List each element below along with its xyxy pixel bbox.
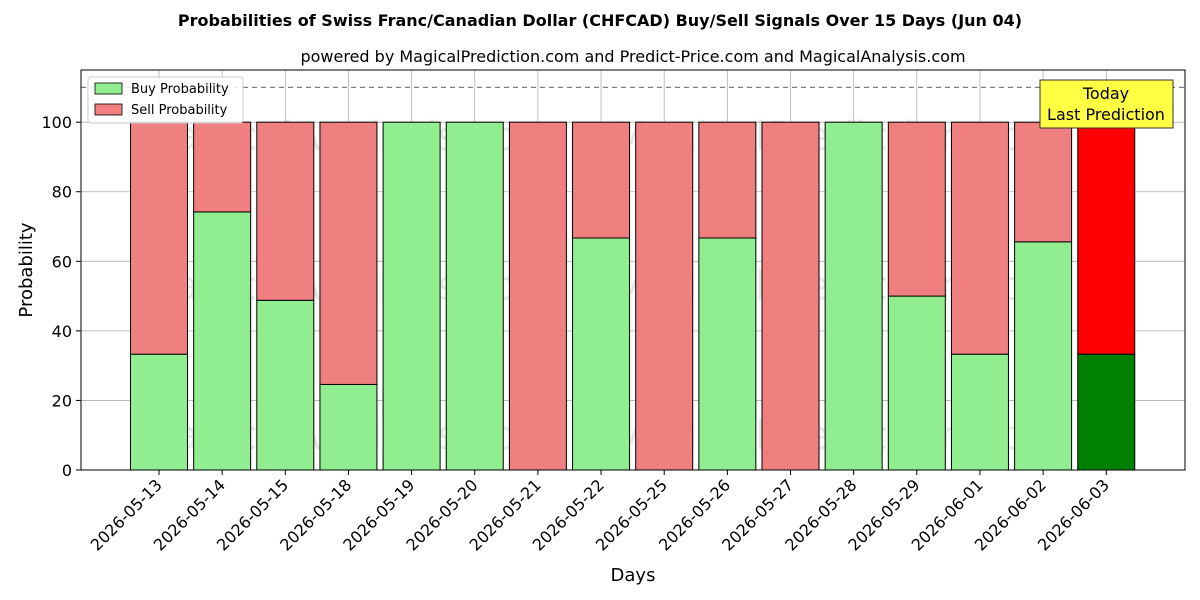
chart-title: Probabilities of Swiss Franc/Canadian Do… [178, 11, 1022, 30]
bar-sell-2026-05-25 [635, 121, 694, 471]
y-tick-label: 20 [52, 391, 72, 410]
bar-buy-2026-05-29 [887, 295, 946, 471]
x-axis-label: Days [611, 565, 656, 586]
bar-buy-2026-05-19 [382, 121, 441, 471]
bar-sell-2026-05-21 [508, 121, 567, 471]
y-axis-ticks: 0 20 40 60 80 100 [41, 113, 81, 480]
y-tick-label: 40 [52, 322, 72, 341]
bar-sell-2026-05-27 [761, 121, 820, 471]
y-tick-label: 60 [52, 252, 72, 271]
bars [130, 121, 1136, 471]
bar-buy-2026-05-15 [256, 299, 315, 471]
bar-buy-2026-06-03 [1077, 353, 1136, 471]
legend-label-buy: Buy Probability [131, 82, 229, 97]
bar-buy-2026-06-02 [1014, 241, 1073, 471]
plot-frame [80, 69, 1186, 471]
y-axis-label: Probability [16, 222, 37, 317]
bar-sell-2026-06-03 [1077, 121, 1136, 355]
bar-buy-2026-05-26 [698, 237, 757, 471]
bar-sell-2026-05-29 [887, 121, 946, 297]
y-tick-label: 80 [52, 183, 72, 202]
bar-sell-2026-05-26 [698, 121, 757, 239]
bar-buy-2026-05-18 [319, 383, 378, 471]
bar-sell-2026-05-18 [319, 121, 378, 385]
legend-swatch-buy [94, 82, 123, 95]
bar-sell-2026-06-02 [1014, 121, 1073, 243]
annotation-box [1039, 79, 1174, 129]
bar-sell-2026-05-14 [193, 121, 252, 213]
bar-buy-2026-05-22 [572, 237, 631, 471]
bar-sell-2026-05-13 [130, 121, 188, 355]
bar-sell-2026-06-01 [950, 121, 1009, 355]
bar-sell-2026-05-22 [572, 121, 631, 239]
chart-subtitle: powered by MagicalPrediction.com and Pre… [300, 47, 965, 66]
y-tick-label: 100 [41, 113, 72, 132]
bar-buy-2026-05-20 [445, 121, 504, 471]
legend-box [87, 76, 244, 124]
y-tick-label: 0 [62, 461, 72, 480]
annotation-line-1: Today [1082, 84, 1129, 103]
bar-buy-2026-05-14 [193, 211, 252, 471]
bar-buy-2026-05-28 [824, 121, 883, 471]
today-annotation: Today Last Prediction [1039, 79, 1174, 129]
bar-buy-2026-05-13 [130, 353, 188, 471]
x-axis-ticks: 2026-05-132026-05-142026-05-152026-05-18… [87, 470, 1113, 555]
annotation-line-2: Last Prediction [1047, 105, 1165, 124]
bar-buy-2026-06-01 [950, 353, 1009, 471]
bar-sell-2026-05-15 [256, 121, 315, 301]
legend-label-sell: Sell Probability [131, 103, 228, 118]
legend: Buy Probability Sell Probability [87, 76, 244, 124]
legend-swatch-sell [94, 103, 123, 116]
